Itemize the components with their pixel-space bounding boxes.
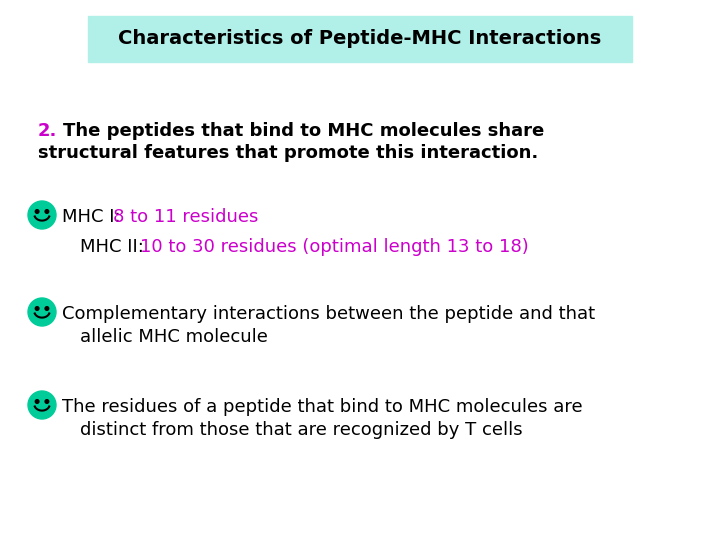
Text: 8 to 11 residues: 8 to 11 residues (113, 208, 258, 226)
Text: Complementary interactions between the peptide and that: Complementary interactions between the p… (62, 305, 595, 323)
Circle shape (28, 298, 56, 326)
Text: distinct from those that are recognized by T cells: distinct from those that are recognized … (80, 421, 523, 439)
Text: The residues of a peptide that bind to MHC molecules are: The residues of a peptide that bind to M… (62, 398, 582, 416)
Text: 2.: 2. (38, 122, 58, 140)
Text: MHC I:: MHC I: (62, 208, 127, 226)
Text: MHC II:: MHC II: (80, 238, 150, 256)
Circle shape (35, 400, 39, 403)
Circle shape (45, 307, 49, 310)
Text: Characteristics of Peptide-MHC Interactions: Characteristics of Peptide-MHC Interacti… (118, 30, 602, 49)
Circle shape (35, 210, 39, 213)
Circle shape (45, 210, 49, 213)
Circle shape (35, 307, 39, 310)
Circle shape (45, 400, 49, 403)
Text: The peptides that bind to MHC molecules share: The peptides that bind to MHC molecules … (63, 122, 544, 140)
Text: 10 to 30 residues (optimal length 13 to 18): 10 to 30 residues (optimal length 13 to … (140, 238, 528, 256)
Text: allelic MHC molecule: allelic MHC molecule (80, 328, 268, 346)
FancyBboxPatch shape (88, 16, 632, 62)
Circle shape (28, 201, 56, 229)
Circle shape (28, 391, 56, 419)
Text: structural features that promote this interaction.: structural features that promote this in… (38, 144, 539, 162)
